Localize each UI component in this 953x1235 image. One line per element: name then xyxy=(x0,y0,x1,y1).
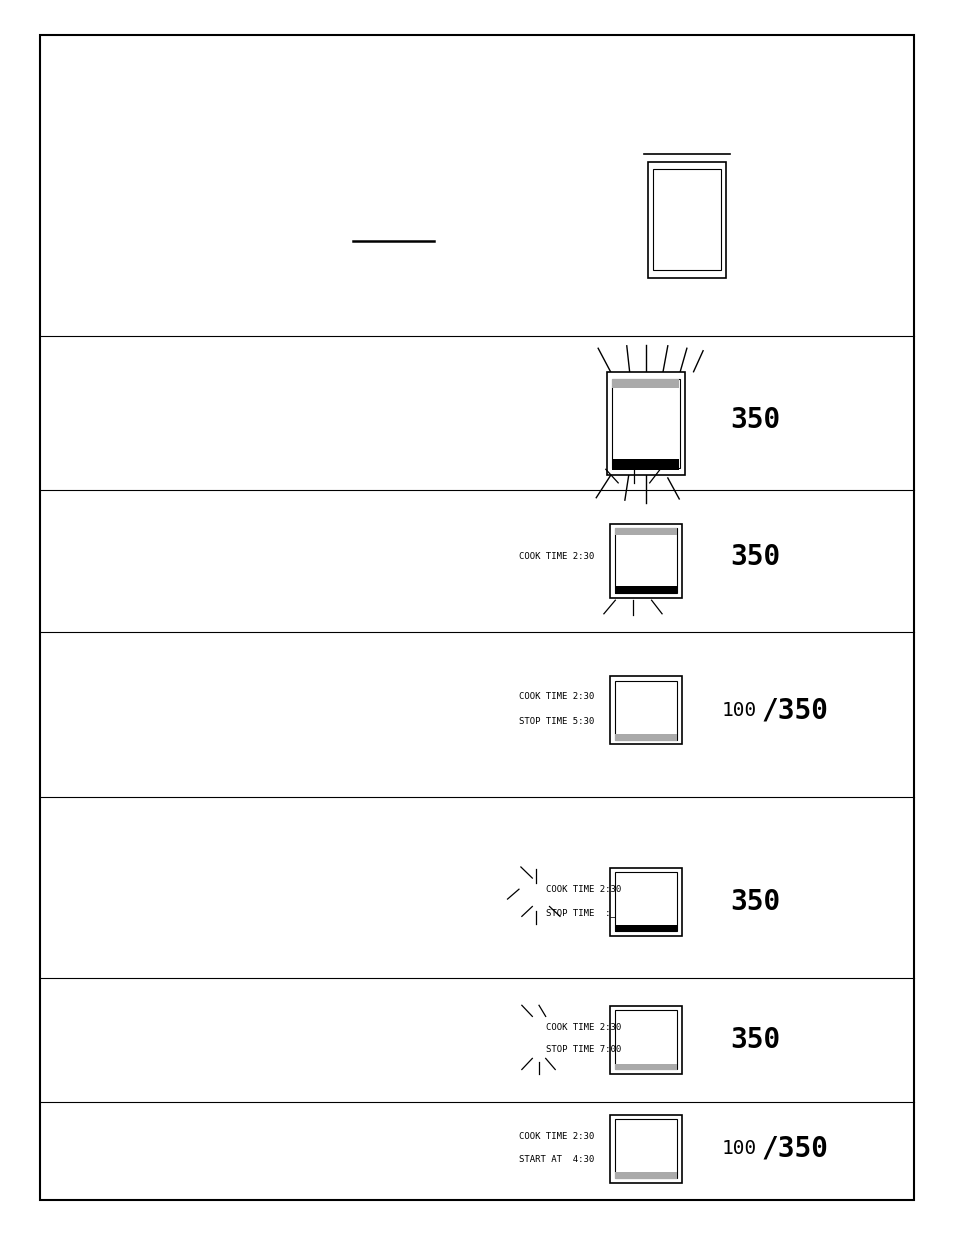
Bar xyxy=(614,529,677,593)
Text: 100: 100 xyxy=(720,1139,756,1158)
Bar xyxy=(615,529,676,535)
Text: /350: /350 xyxy=(760,1135,827,1162)
Bar xyxy=(614,1119,677,1178)
Bar xyxy=(611,379,679,468)
Bar xyxy=(615,1063,676,1071)
Text: COOK TIME 2:30: COOK TIME 2:30 xyxy=(545,1023,620,1032)
Bar xyxy=(610,677,680,743)
Bar xyxy=(614,680,677,740)
Text: STOP TIME  :_: STOP TIME :_ xyxy=(545,908,615,918)
Bar xyxy=(610,524,680,598)
Bar xyxy=(615,587,676,594)
Bar xyxy=(610,1114,680,1183)
Text: /350: /350 xyxy=(760,697,827,724)
Bar xyxy=(610,1005,680,1073)
Text: COOK TIME 2:30: COOK TIME 2:30 xyxy=(545,884,620,894)
Text: 350: 350 xyxy=(729,888,780,915)
Text: STOP TIME 7:00: STOP TIME 7:00 xyxy=(545,1045,620,1055)
Text: STOP TIME 5:30: STOP TIME 5:30 xyxy=(518,716,594,726)
Bar xyxy=(612,459,679,469)
Bar xyxy=(606,373,684,474)
Bar xyxy=(615,925,676,932)
Bar xyxy=(614,1010,677,1070)
Bar xyxy=(614,872,677,931)
Bar xyxy=(615,1172,676,1179)
Text: START AT  4:30: START AT 4:30 xyxy=(518,1155,594,1165)
Text: 350: 350 xyxy=(729,543,780,571)
Text: 100: 100 xyxy=(720,700,756,720)
Text: COOK TIME 2:30: COOK TIME 2:30 xyxy=(518,1131,594,1141)
Text: COOK TIME 2:30: COOK TIME 2:30 xyxy=(518,692,594,701)
Bar xyxy=(647,162,725,278)
Bar xyxy=(612,379,679,388)
Text: 350: 350 xyxy=(729,406,780,433)
Text: COOK TIME 2:30: COOK TIME 2:30 xyxy=(518,552,594,562)
Bar xyxy=(652,169,720,270)
Bar xyxy=(615,734,676,741)
Bar xyxy=(610,867,680,936)
Text: 350: 350 xyxy=(729,1026,780,1053)
